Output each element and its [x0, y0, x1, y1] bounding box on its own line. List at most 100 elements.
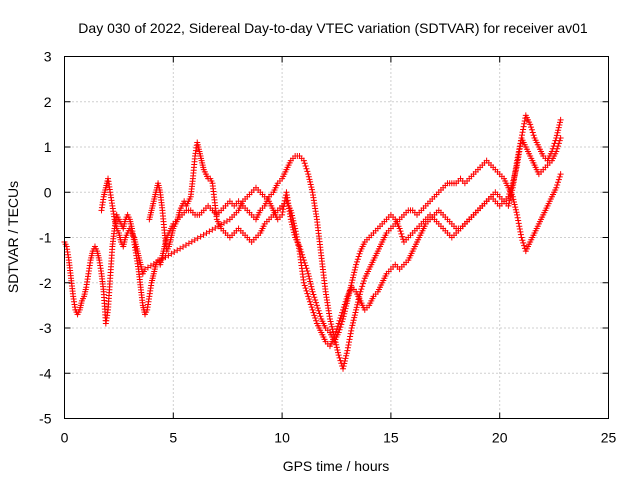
- data-point: [340, 315, 347, 322]
- data-point: [551, 140, 558, 147]
- data-point: [553, 132, 560, 139]
- x-tick-label: 0: [61, 430, 69, 446]
- data-point: [347, 333, 354, 340]
- data-point: [334, 346, 341, 353]
- data-point: [300, 157, 307, 164]
- data-point: [339, 318, 346, 325]
- data-point: [296, 243, 303, 250]
- y-tick-label: 1: [44, 139, 52, 155]
- data-point: [309, 306, 316, 313]
- data-point: [347, 284, 354, 291]
- data-point: [507, 188, 514, 195]
- data-point: [306, 298, 313, 305]
- data-point: [360, 277, 367, 284]
- data-point: [333, 344, 340, 351]
- data-point: [553, 184, 560, 191]
- data-point: [300, 279, 307, 286]
- data-point: [348, 282, 355, 289]
- data-point: [513, 209, 520, 216]
- data-point: [306, 275, 313, 282]
- data-point: [287, 216, 294, 223]
- data-point: [308, 286, 315, 293]
- data-point: [549, 145, 556, 152]
- data-point: [336, 317, 343, 324]
- y-tick-label: 3: [44, 49, 52, 65]
- data-point: [554, 129, 561, 136]
- data-point: [308, 186, 315, 193]
- data-point: [314, 305, 321, 312]
- x-tick-label: 15: [383, 430, 399, 446]
- y-axis-label: SDTVAR / TECUs: [5, 181, 21, 293]
- data-point: [557, 116, 564, 123]
- data-point: [340, 313, 347, 320]
- data-point: [349, 274, 356, 281]
- data-point: [506, 197, 513, 204]
- data-point: [350, 271, 357, 278]
- data-point: [510, 175, 517, 182]
- data-point: [303, 265, 310, 272]
- data-point: [290, 229, 297, 236]
- data-point: [280, 206, 287, 213]
- data-point: [336, 354, 343, 361]
- data-point: [354, 256, 361, 263]
- data-point: [307, 281, 314, 288]
- x-tick-label: 5: [169, 430, 177, 446]
- data-point: [302, 285, 309, 292]
- data-point: [529, 129, 536, 136]
- y-tick-label: -2: [39, 275, 52, 291]
- data-point: [351, 269, 358, 276]
- data-point: [333, 341, 340, 348]
- data-point: [346, 287, 353, 294]
- data-point: [306, 176, 313, 183]
- y-tick-label: -5: [39, 411, 52, 427]
- data-point: [354, 301, 361, 308]
- data-point: [346, 339, 353, 346]
- data-point: [343, 300, 350, 307]
- data-point: [348, 327, 355, 334]
- data-point: [313, 317, 320, 324]
- data-points: [61, 112, 564, 372]
- data-point: [290, 226, 297, 233]
- data-point: [300, 257, 307, 264]
- data-point: [360, 280, 367, 287]
- data-point: [344, 344, 351, 351]
- data-point: [310, 291, 317, 298]
- data-point: [335, 320, 342, 327]
- data-point: [399, 233, 406, 240]
- data-point: [313, 299, 320, 306]
- axis-ticks: [64, 56, 609, 419]
- data-point: [550, 143, 557, 150]
- data-point: [520, 123, 527, 130]
- data-point: [309, 288, 316, 295]
- data-point: [289, 224, 296, 231]
- data-point: [313, 302, 320, 309]
- data-point: [514, 211, 521, 218]
- data-point: [302, 262, 309, 269]
- data-point: [346, 336, 353, 343]
- data-point: [353, 304, 360, 311]
- data-point: [515, 217, 522, 224]
- data-point: [341, 357, 348, 364]
- data-point: [345, 292, 352, 299]
- data-point: [356, 250, 363, 257]
- data-point: [312, 315, 319, 322]
- data-point: [344, 347, 351, 354]
- data-point: [345, 341, 352, 348]
- data-point: [289, 221, 296, 228]
- data-point: [519, 237, 526, 244]
- data-point: [343, 350, 350, 357]
- data-point: [333, 325, 340, 332]
- data-point: [521, 120, 528, 127]
- data-point: [311, 312, 318, 319]
- data-point: [512, 167, 519, 174]
- data-point: [279, 211, 286, 218]
- data-point: [291, 231, 298, 238]
- data-point: [553, 134, 560, 141]
- data-point: [308, 304, 315, 311]
- data-point: [505, 202, 512, 209]
- data-point: [506, 191, 513, 198]
- data-point: [512, 204, 519, 211]
- x-tick-labels: 0 5 10 15 20 25: [61, 430, 617, 446]
- data-point: [511, 201, 518, 208]
- data-point: [519, 129, 526, 136]
